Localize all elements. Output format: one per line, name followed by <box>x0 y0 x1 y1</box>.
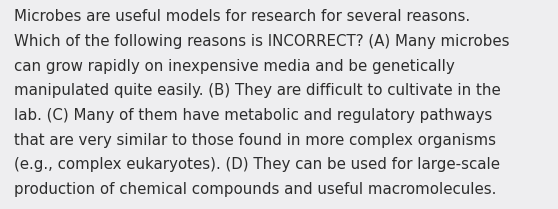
Text: can grow rapidly on inexpensive media and be genetically: can grow rapidly on inexpensive media an… <box>14 59 455 74</box>
Text: production of chemical compounds and useful macromolecules.: production of chemical compounds and use… <box>14 182 496 197</box>
Text: Which of the following reasons is INCORRECT? (A) Many microbes: Which of the following reasons is INCORR… <box>14 34 509 49</box>
Text: Microbes are useful models for research for several reasons.: Microbes are useful models for research … <box>14 9 470 24</box>
Text: that are very similar to those found in more complex organisms: that are very similar to those found in … <box>14 133 496 148</box>
Text: lab. (C) Many of them have metabolic and regulatory pathways: lab. (C) Many of them have metabolic and… <box>14 108 492 123</box>
Text: (e.g., complex eukaryotes). (D) They can be used for large-scale: (e.g., complex eukaryotes). (D) They can… <box>14 157 500 172</box>
Text: manipulated quite easily. (B) They are difficult to cultivate in the: manipulated quite easily. (B) They are d… <box>14 83 501 98</box>
